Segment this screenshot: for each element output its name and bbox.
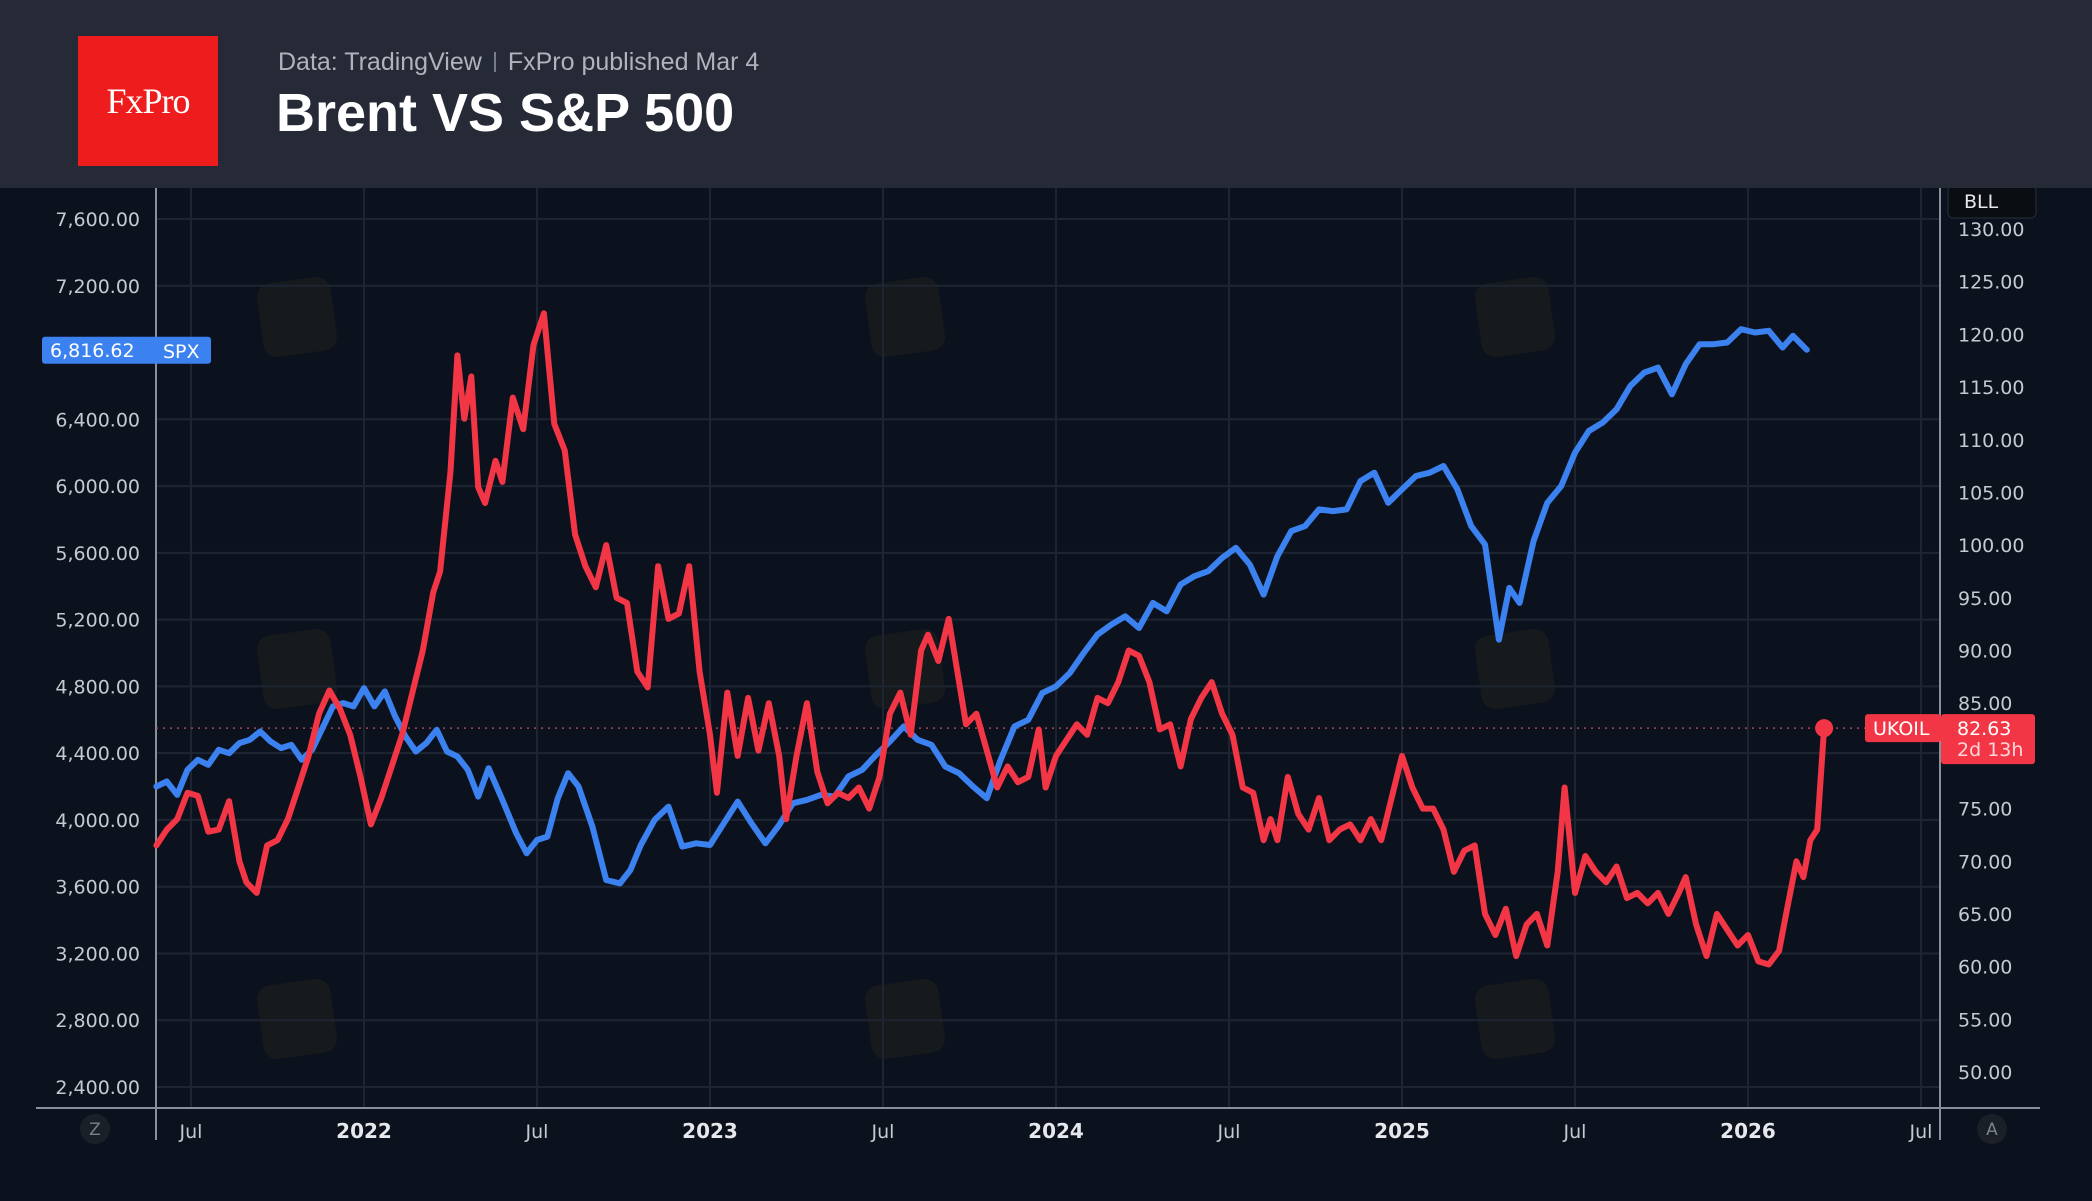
brent-line [156, 313, 1824, 964]
a-button[interactable]: A [1977, 1114, 2007, 1144]
left-axis-tick-label: 7,600.00 [55, 209, 140, 231]
left-axis-tick-label: 2,800.00 [55, 1010, 140, 1032]
spx-line [156, 329, 1806, 883]
right-axis-tick-label: 60.00 [1958, 957, 2012, 979]
right-axis-tick-label: 130.00 [1958, 219, 2024, 241]
right-scale-badge[interactable]: BLL [1948, 188, 2036, 218]
right-axis-tick-label: 85.00 [1958, 693, 2012, 715]
z-button[interactable]: Z [80, 1114, 110, 1144]
chart-area: 7,600.00 7,200.00 6,400.00 6,000.00 5,600.00… [0, 188, 2092, 1196]
header-bar: FxPro Data: TradingView FxPro published M… [0, 0, 2092, 188]
left-axis-tick-label: 7,200.00 [55, 276, 140, 298]
ukoil-countdown: 2d 13h [1957, 739, 2023, 761]
watermark-icon [863, 627, 947, 711]
z-button-label[interactable]: Z [89, 1120, 101, 1140]
bll-badge-label: BLL [1964, 191, 1999, 213]
x-axis-tick-label: Jul [1217, 1121, 1241, 1143]
watermark-icon [255, 977, 339, 1061]
auto-scale-button-label[interactable]: A [1986, 1120, 1998, 1140]
x-axis-tick-label: 2022 [336, 1119, 392, 1143]
right-axis-tick-label: 65.00 [1958, 904, 2012, 926]
x-axis-tick-label: 2024 [1028, 1119, 1084, 1143]
brent-last-point [1815, 719, 1833, 737]
ukoil-price-value: 82.63 [1957, 718, 2011, 740]
right-axis-tick-label: 105.00 [1958, 482, 2024, 504]
x-axis-tick-label: 2023 [682, 1119, 738, 1143]
right-axis-tick-label: 120.00 [1958, 324, 2024, 346]
left-axis-tick-label: 4,400.00 [55, 743, 140, 765]
chart-subtitle: Data: TradingView FxPro published Mar 4 [278, 48, 759, 77]
x-axis-tick-label: Jul [1563, 1121, 1587, 1143]
right-axis-tick-label: 70.00 [1958, 851, 2012, 873]
chart-title: Brent VS S&P 500 [276, 82, 734, 144]
chart-svg[interactable]: 7,600.00 7,200.00 6,400.00 6,000.00 5,600.00… [0, 188, 2092, 1196]
x-axis-tick-label: Jul [525, 1121, 549, 1143]
watermarks [255, 275, 1557, 1061]
left-axis-tick-label: 5,200.00 [55, 610, 140, 632]
right-axis-tick-label: 125.00 [1958, 272, 2024, 294]
x-axis-tick-label: Jul [1909, 1121, 1933, 1143]
spx-price-label: 6,816.62 SPX [42, 337, 211, 364]
watermark-icon [1473, 627, 1557, 711]
left-axis-tick-label: 5,600.00 [55, 543, 140, 565]
axis-labels: 7,600.00 7,200.00 6,400.00 6,000.00 5,600.00… [42, 188, 2091, 1155]
published-date: FxPro published Mar 4 [508, 48, 760, 76]
right-axis-tick-label: 95.00 [1958, 588, 2012, 610]
watermark-icon [1473, 977, 1557, 1061]
spx-price-value: 6,816.62 [50, 340, 135, 362]
fxpro-logo: FxPro [78, 36, 218, 166]
x-axis-tick-label: Jul [871, 1121, 895, 1143]
left-axis-tick-label: 6,400.00 [55, 409, 140, 431]
right-axis-tick-label: 75.00 [1958, 799, 2012, 821]
x-axis-mask [1941, 1115, 2091, 1155]
watermark-icon [1473, 275, 1557, 359]
right-axis-tick-label: 50.00 [1958, 1062, 2012, 1084]
watermark-icon [863, 275, 947, 359]
right-axis-tick-label: 90.00 [1958, 641, 2012, 663]
right-axis-tick-label: 55.00 [1958, 1009, 2012, 1031]
separator [494, 52, 496, 72]
left-axis-tick-label: 4,000.00 [55, 810, 140, 832]
right-axis-tick-label: 110.00 [1958, 430, 2024, 452]
series-layer [156, 313, 1833, 964]
watermark-icon [863, 977, 947, 1061]
spx-series-name: SPX [163, 341, 200, 363]
ukoil-series-name: UKOIL [1873, 718, 1930, 740]
left-axis-tick-label: 3,600.00 [55, 877, 140, 899]
x-axis-tick-label: 2026 [1720, 1119, 1776, 1143]
watermark-icon [255, 275, 339, 359]
x-axis-tick-label: Jul [179, 1121, 203, 1143]
data-source: Data: TradingView [278, 48, 482, 76]
left-axis-tick-label: 2,400.00 [55, 1077, 140, 1099]
x-axis-tick-label: 2025 [1374, 1119, 1430, 1143]
right-axis-tick-label: 115.00 [1958, 377, 2024, 399]
left-axis-tick-label: 3,200.00 [55, 943, 140, 965]
left-axis-tick-label: 4,800.00 [55, 676, 140, 698]
right-axis-tick-label: 100.00 [1958, 535, 2024, 557]
left-axis-tick-label: 6,000.00 [55, 476, 140, 498]
